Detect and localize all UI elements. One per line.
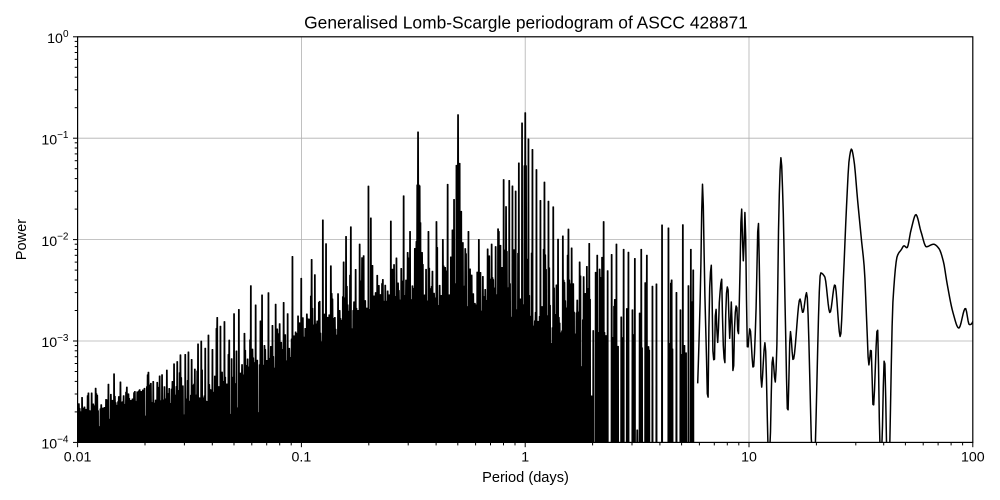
svg-text:Period (days): Period (days)	[482, 470, 569, 486]
svg-text:1: 1	[521, 450, 529, 466]
svg-text:100: 100	[961, 450, 985, 466]
svg-text:0.1: 0.1	[292, 450, 312, 466]
svg-text:10: 10	[741, 450, 757, 466]
svg-text:Power: Power	[14, 219, 30, 261]
svg-text:0.01: 0.01	[64, 450, 92, 466]
svg-text:Generalised Lomb-Scargle perio: Generalised Lomb-Scargle periodogram of …	[304, 13, 748, 33]
